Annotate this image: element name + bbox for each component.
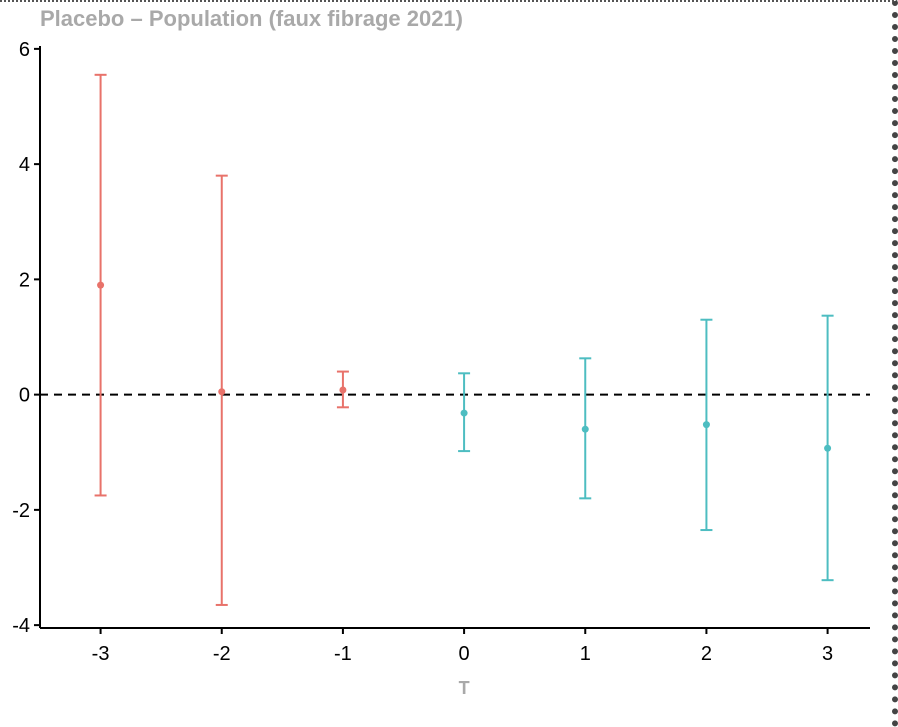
x-tick-label: -2	[213, 643, 231, 665]
x-tick-label: 1	[580, 643, 591, 665]
data-point	[218, 388, 226, 396]
data-point	[824, 444, 832, 452]
y-tick-label: 4	[19, 154, 30, 176]
y-tick-label: -2	[12, 500, 30, 522]
x-tick-label: 2	[701, 643, 712, 665]
x-tick-label: -1	[334, 643, 352, 665]
y-tick-label: 6	[19, 39, 30, 61]
y-tick-label: 0	[19, 385, 30, 407]
x-tick-label: 0	[459, 643, 470, 665]
x-tick-label: 3	[822, 643, 833, 665]
chart-title: Placebo – Population (faux fibrage 2021)	[40, 6, 463, 31]
data-point	[97, 281, 105, 289]
x-axis-title: T	[459, 678, 470, 698]
data-point	[460, 409, 468, 417]
x-tick-label: -3	[92, 643, 110, 665]
data-point	[702, 421, 710, 429]
data-point	[339, 386, 347, 394]
data-point	[581, 425, 589, 433]
y-tick-label: -4	[12, 615, 30, 637]
y-tick-label: 2	[19, 269, 30, 291]
